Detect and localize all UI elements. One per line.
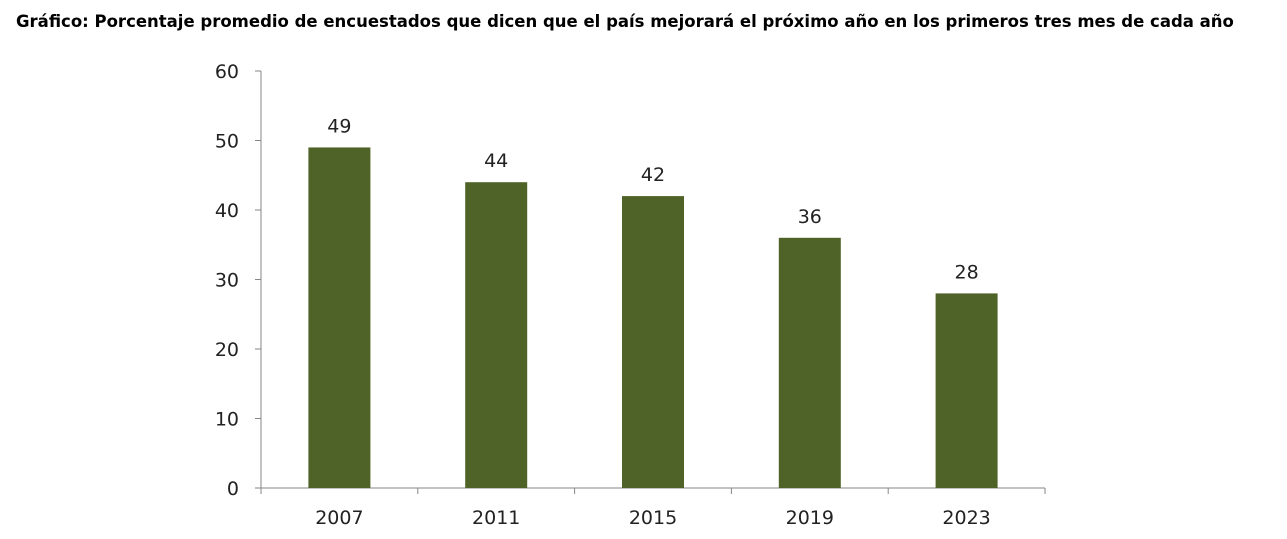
data-label-2023: 28 xyxy=(955,261,979,283)
bar-2007 xyxy=(308,147,371,488)
data-label-2007: 49 xyxy=(327,115,351,137)
chart-title: Gráfico: Porcentaje promedio de encuesta… xyxy=(16,12,1234,31)
bars xyxy=(308,147,998,488)
data-label-2015: 42 xyxy=(641,164,665,186)
y-tick-label: 40 xyxy=(215,200,239,222)
x-tick-label-2023: 2023 xyxy=(942,507,990,529)
bar-2011 xyxy=(465,182,528,488)
y-tick-label: 30 xyxy=(215,270,239,292)
bar-2015 xyxy=(622,196,684,488)
x-tick-label-2015: 2015 xyxy=(629,507,677,529)
labels: 0 10 20 30 40 50 60 49 2007 44 2011 42 2015 36 2019 28 2… xyxy=(215,61,991,529)
y-tick-label: 50 xyxy=(215,131,239,153)
bar-2019 xyxy=(778,237,841,488)
bar-2023 xyxy=(935,293,998,488)
y-tick-label: 10 xyxy=(215,409,239,431)
x-tick-label-2007: 2007 xyxy=(315,507,363,529)
y-tick-label: 20 xyxy=(215,339,239,361)
data-label-2011: 44 xyxy=(484,150,508,172)
y-tick-label: 60 xyxy=(215,61,239,83)
x-tick-label-2019: 2019 xyxy=(786,507,834,529)
data-label-2019: 36 xyxy=(798,206,822,228)
x-tick-label-2011: 2011 xyxy=(472,507,520,529)
y-tick-label: 0 xyxy=(227,478,239,500)
